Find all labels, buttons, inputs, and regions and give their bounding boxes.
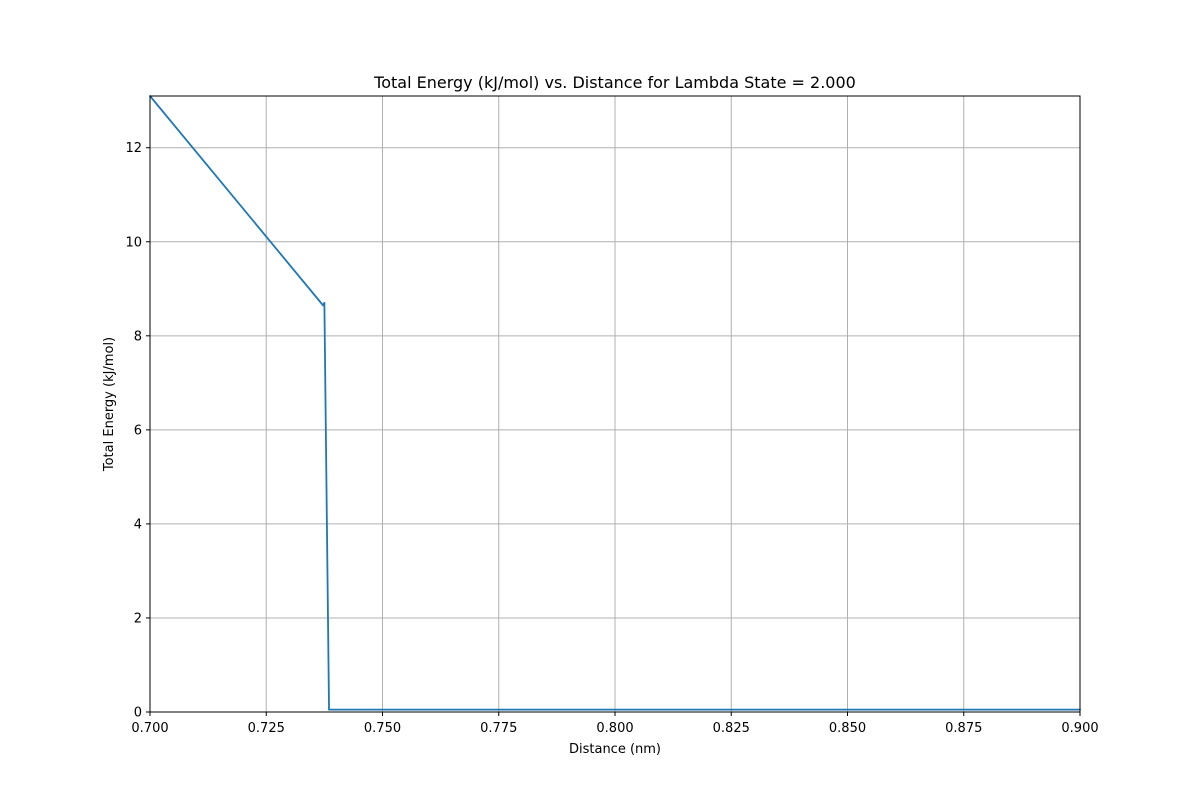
x-tick-label: 0.725 — [248, 721, 285, 736]
x-tick-label: 0.700 — [131, 721, 168, 736]
x-tick-label: 0.775 — [480, 721, 517, 736]
y-tick-label: 2 — [134, 611, 142, 626]
data-point — [328, 708, 330, 711]
x-tick-label: 0.800 — [596, 721, 633, 736]
x-tick-label: 0.750 — [364, 721, 401, 736]
y-tick-label: 12 — [125, 141, 142, 156]
y-tick-label: 0 — [134, 706, 142, 721]
grid — [149, 96, 1081, 713]
y-tick-label: 10 — [125, 235, 142, 250]
x-tick-label: 0.850 — [829, 721, 866, 736]
chart-title: Total Energy (kJ/mol) vs. Distance for L… — [373, 73, 856, 92]
x-tick-label: 0.825 — [713, 721, 750, 736]
x-tick-label: 0.875 — [945, 721, 982, 736]
data-point — [323, 302, 326, 304]
y-tick-label: 6 — [134, 423, 142, 438]
y-tick-label: 8 — [134, 329, 142, 344]
y-axis-label: Total Energy (kJ/mol) — [102, 337, 117, 472]
data-point — [322, 304, 324, 307]
y-axis-ticks: 0 2 4 6 8 10 12 — [125, 141, 150, 721]
x-tick-label: 0.900 — [1061, 721, 1098, 736]
x-axis-label: Distance (nm) — [569, 742, 661, 757]
y-tick-label: 4 — [134, 517, 142, 532]
x-axis-ticks: 0.700 0.725 0.750 0.775 0.800 0.825 0.850 0.875… — [131, 712, 1099, 736]
